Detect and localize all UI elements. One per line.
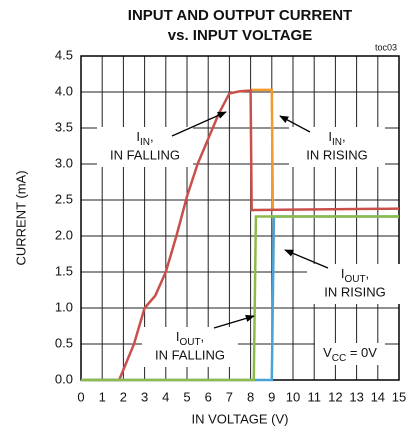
annotation-text: IN FALLING xyxy=(155,347,225,362)
x-axis-title: IN VOLTAGE (V) xyxy=(191,411,288,426)
annotation-sub: OUT xyxy=(344,274,365,285)
annotation-sub: OUT xyxy=(179,337,200,348)
annotation-main: V xyxy=(323,345,332,360)
chart-title: vs. INPUT VOLTAGE xyxy=(168,27,312,44)
y-tick-label: 3.0 xyxy=(55,155,73,170)
y-tick-label: 2.0 xyxy=(55,227,73,242)
annotation-after: , xyxy=(366,266,370,281)
plot-border xyxy=(80,55,400,381)
y-tick-label: 0.5 xyxy=(55,335,73,350)
x-tick-label: 3 xyxy=(141,389,148,404)
y-tick-label: 4.0 xyxy=(55,83,73,98)
annotation-text: IIN, xyxy=(136,129,153,147)
x-tick-label: 8 xyxy=(247,389,254,404)
x-tick-label: 2 xyxy=(120,389,127,404)
annotation-sub: CC xyxy=(332,353,346,364)
x-tick-label: 10 xyxy=(286,389,300,404)
annotation-arrow xyxy=(284,249,329,269)
annotation-bg xyxy=(289,127,385,167)
series-line xyxy=(81,89,400,382)
x-tick-label: 7 xyxy=(226,389,233,404)
annotation-bg xyxy=(142,327,238,367)
annotation-arrow xyxy=(279,115,311,133)
x-tick-label: 6 xyxy=(205,389,212,404)
figure-id: toc03 xyxy=(375,42,397,52)
annotation-main: I xyxy=(341,266,345,281)
y-tick-label: 3.5 xyxy=(55,119,73,134)
annotation-arrow xyxy=(171,111,227,137)
annotation-text: IN RISING xyxy=(324,284,385,299)
annotation-main: I xyxy=(328,129,332,144)
y-tick-label: 1.5 xyxy=(55,263,73,278)
annotation-after: = 0V xyxy=(346,345,377,360)
annotation-after: , xyxy=(150,129,154,144)
annotation-after: , xyxy=(342,129,346,144)
series-line xyxy=(250,88,275,211)
x-tick-label: 12 xyxy=(328,389,342,404)
x-tick-label: 13 xyxy=(349,389,363,404)
series-line xyxy=(81,215,399,382)
y-tick-label: 1.0 xyxy=(55,299,73,314)
x-tick-label: 15 xyxy=(392,389,406,404)
x-tick-label: 5 xyxy=(183,389,190,404)
x-tick-label: 11 xyxy=(307,389,321,404)
x-tick-label: 9 xyxy=(268,389,275,404)
x-tick-label: 1 xyxy=(99,389,106,404)
annotation-main: I xyxy=(136,129,140,144)
annotation-sub: IN xyxy=(140,137,150,148)
annotation-arrow xyxy=(213,314,255,329)
annotation-text: IOUT, xyxy=(176,329,204,347)
y-tick-label: 0.0 xyxy=(55,371,73,386)
annotation-main: I xyxy=(176,329,180,344)
annotation-after: , xyxy=(201,329,205,344)
annotation-text: IN RISING xyxy=(306,147,367,162)
annotation-sub: IN xyxy=(332,137,342,148)
annotation-text: IOUT, xyxy=(341,266,369,284)
annotation-text: IN FALLING xyxy=(110,147,180,162)
annotation-text: VCC = 0V xyxy=(323,345,377,363)
y-tick-label: 2.5 xyxy=(55,191,73,206)
annotation-bg xyxy=(307,264,403,304)
y-axis-title: CURRENT (mA) xyxy=(13,170,28,265)
x-tick-label: 14 xyxy=(371,389,385,404)
chart-title: INPUT AND OUTPUT CURRENT xyxy=(128,7,352,24)
annotation-text: IIN, xyxy=(328,129,345,147)
annotation-bg xyxy=(315,343,385,365)
y-tick-label: 4.5 xyxy=(55,47,73,62)
x-tick-label: 0 xyxy=(77,389,84,404)
x-tick-label: 4 xyxy=(162,389,169,404)
